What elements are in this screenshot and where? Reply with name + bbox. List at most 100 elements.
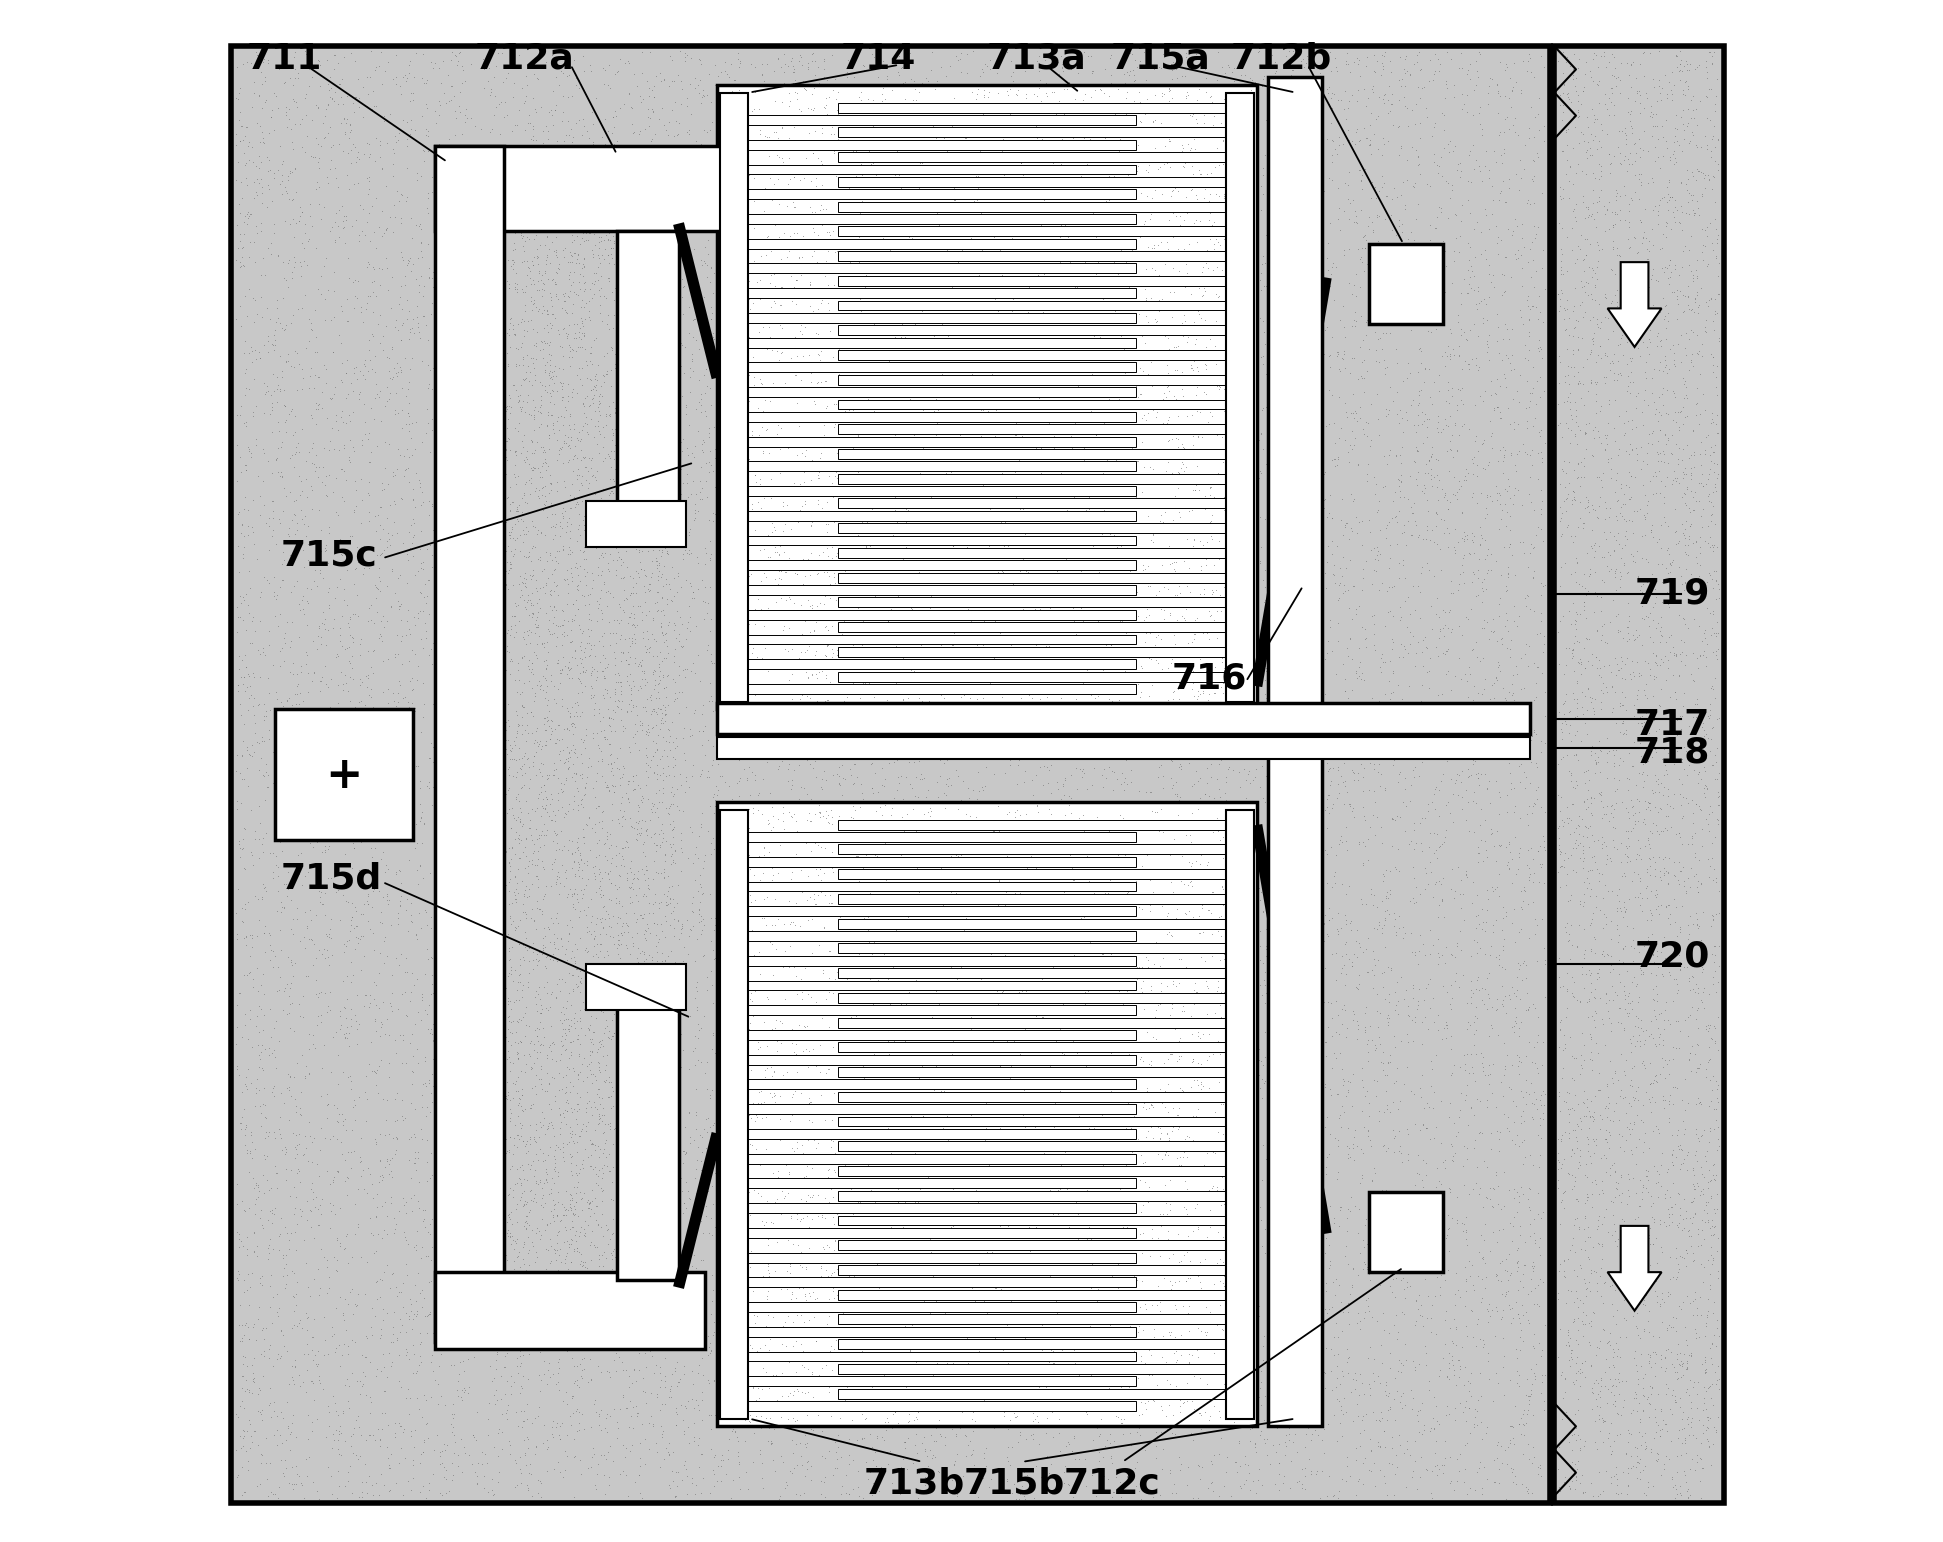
Point: [536, 187, 567, 211]
Point: [942, 89, 973, 114]
Point: [1381, 803, 1413, 828]
Point: [1444, 151, 1475, 176]
Point: [1181, 1101, 1212, 1126]
Point: [1119, 563, 1150, 588]
Point: [979, 367, 1010, 392]
Point: [649, 865, 680, 890]
Point: [769, 1247, 801, 1272]
Point: [1498, 76, 1529, 100]
Point: [1354, 205, 1385, 230]
Point: [1387, 219, 1418, 244]
Point: [1591, 981, 1622, 1005]
Point: [1578, 734, 1609, 759]
Point: [663, 654, 694, 678]
Point: [635, 1158, 666, 1183]
Point: [1121, 373, 1152, 398]
Point: [766, 1084, 797, 1109]
Point: [1228, 618, 1259, 643]
Point: [1636, 922, 1667, 947]
Point: [1131, 734, 1162, 759]
Point: [299, 1195, 330, 1220]
Point: [1428, 1453, 1459, 1477]
Point: [1247, 72, 1278, 97]
Point: [544, 171, 575, 196]
Point: [1449, 91, 1481, 116]
Point: [597, 620, 628, 645]
Point: [233, 341, 264, 365]
Point: [1251, 1147, 1282, 1172]
Point: [350, 982, 381, 1007]
Point: [630, 919, 661, 944]
Point: [1473, 1348, 1504, 1372]
Point: [1317, 1210, 1348, 1235]
Point: [589, 157, 620, 182]
Point: [1119, 418, 1150, 443]
Point: [1615, 258, 1646, 282]
Bar: [837, 1141, 1226, 1152]
Point: [1302, 1101, 1333, 1126]
Point: [1088, 1173, 1119, 1198]
Point: [567, 621, 598, 646]
Point: [1226, 1096, 1257, 1121]
Point: [917, 1268, 948, 1292]
Point: [806, 1355, 837, 1380]
Point: [1661, 446, 1692, 470]
Point: [1177, 1104, 1209, 1129]
Point: [1012, 857, 1043, 882]
Point: [1104, 278, 1135, 302]
Point: [902, 990, 933, 1015]
Point: [258, 160, 290, 185]
Point: [977, 1098, 1008, 1123]
Point: [1603, 1382, 1634, 1406]
Point: [643, 1082, 674, 1107]
Point: [1170, 93, 1201, 117]
Point: [837, 999, 869, 1024]
Point: [1679, 83, 1710, 108]
Point: [1267, 867, 1298, 891]
Point: [1071, 1372, 1102, 1397]
Point: [954, 839, 985, 864]
Point: [779, 1049, 810, 1073]
Point: [1040, 406, 1071, 430]
Point: [597, 478, 628, 503]
Point: [787, 1197, 818, 1221]
Point: [229, 1013, 260, 1038]
Point: [630, 1380, 661, 1405]
Point: [268, 316, 299, 341]
Point: [1261, 828, 1292, 853]
Point: [233, 205, 264, 230]
Point: [1463, 358, 1494, 382]
Point: [391, 623, 422, 648]
Point: [1164, 788, 1195, 813]
Point: [1422, 847, 1453, 871]
Point: [398, 1434, 429, 1459]
Point: [624, 310, 655, 335]
Point: [968, 85, 999, 109]
Point: [1212, 441, 1244, 466]
Point: [921, 1289, 952, 1314]
Point: [835, 322, 867, 347]
Point: [668, 274, 699, 299]
Point: [1166, 170, 1197, 194]
Point: [1067, 672, 1098, 697]
Point: [404, 273, 435, 298]
Point: [1671, 386, 1702, 410]
Point: [707, 555, 738, 580]
Point: [812, 830, 843, 854]
Point: [505, 1312, 536, 1337]
Point: [1214, 1041, 1245, 1066]
Point: [872, 1223, 903, 1247]
Point: [1346, 176, 1378, 200]
Point: [855, 418, 886, 443]
Point: [501, 1268, 532, 1292]
Point: [1164, 745, 1195, 769]
Point: [414, 769, 445, 794]
Point: [272, 114, 303, 139]
Point: [1053, 274, 1084, 299]
Point: [1263, 270, 1294, 295]
Point: [775, 933, 806, 958]
Point: [1661, 1460, 1692, 1485]
Point: [546, 925, 577, 950]
Point: [946, 430, 977, 455]
Point: [752, 1251, 783, 1275]
